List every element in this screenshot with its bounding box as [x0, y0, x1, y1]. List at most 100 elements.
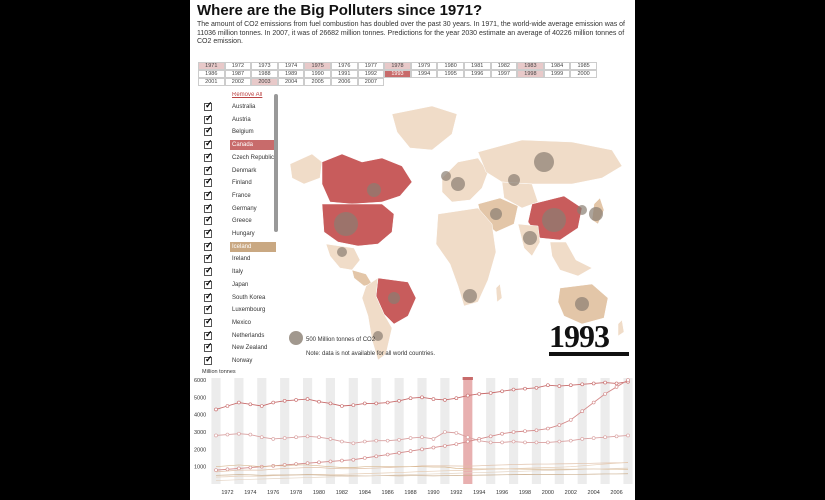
country-name[interactable]: Australia [232, 104, 256, 110]
chart-data-point[interactable] [477, 392, 482, 396]
chart-data-point[interactable] [225, 432, 230, 437]
country-checkbox[interactable] [204, 214, 213, 226]
year-cell-1976[interactable]: 1976 [330, 62, 358, 70]
year-cell-1975[interactable]: 1975 [304, 62, 331, 70]
bubble-australia[interactable] [575, 297, 589, 311]
country-name[interactable]: Czech Republic [232, 154, 275, 161]
map-africa[interactable] [435, 207, 497, 307]
country-row[interactable]: Germany [198, 202, 276, 215]
chart-data-point[interactable] [397, 398, 401, 403]
chart-data-point[interactable] [591, 381, 596, 386]
chart-data-point[interactable] [328, 401, 333, 406]
chart-data-point[interactable] [534, 428, 539, 433]
country-row[interactable]: Japan [198, 278, 276, 291]
country-row[interactable]: Australia [198, 100, 276, 113]
bubble-argentina[interactable] [373, 331, 383, 341]
country-name[interactable]: Belgium [232, 129, 254, 136]
map-country-new-zealand[interactable] [617, 319, 625, 337]
chart-data-point[interactable] [443, 398, 447, 402]
chart-data-point[interactable] [294, 435, 298, 439]
chart-year-band[interactable] [394, 378, 404, 484]
year-cell-1998[interactable]: 1998 [517, 70, 544, 78]
country-row[interactable]: Hungary [198, 227, 276, 240]
chart-data-point[interactable] [305, 434, 310, 439]
chart-data-point[interactable] [214, 468, 218, 472]
chart-data-point[interactable] [488, 440, 493, 445]
year-cell-2003[interactable]: 2003 [251, 78, 278, 86]
year-cell-1996[interactable]: 1996 [463, 70, 491, 78]
country-row[interactable]: Czech Republic [198, 151, 276, 164]
country-checkbox[interactable] [204, 113, 213, 124]
bubble-uk[interactable] [441, 171, 451, 181]
chart-year-band[interactable] [280, 378, 290, 484]
chart-data-point[interactable] [237, 400, 241, 405]
chart-data-point[interactable] [557, 384, 562, 388]
chart-data-point[interactable] [351, 403, 356, 407]
chart-data-point[interactable] [374, 438, 379, 443]
country-checkbox[interactable] [204, 227, 213, 238]
chart-data-point[interactable] [362, 401, 367, 406]
chart-data-point[interactable] [603, 380, 607, 385]
chart-data-point[interactable] [614, 434, 619, 439]
chart-data-point[interactable] [591, 436, 596, 440]
chart-data-point[interactable] [385, 400, 390, 405]
year-cell-1973[interactable]: 1973 [251, 62, 278, 70]
chart-year-band[interactable] [417, 378, 427, 484]
bubble-brazil[interactable] [388, 292, 400, 304]
chart-data-point[interactable] [397, 438, 401, 442]
country-row[interactable]: Canada [198, 138, 276, 151]
country-checkbox[interactable] [204, 303, 213, 315]
country-row[interactable]: Mexico [198, 316, 276, 329]
chart-data-point[interactable] [225, 467, 230, 472]
country-name[interactable]: Denmark [232, 167, 257, 174]
chart-series-line[interactable] [215, 462, 629, 473]
chart-data-point[interactable] [248, 432, 253, 437]
chart-data-point[interactable] [546, 383, 550, 388]
chart-year-band[interactable] [348, 378, 358, 484]
country-name[interactable]: Canada [230, 140, 276, 151]
year-cell-1978[interactable]: 1978 [384, 62, 411, 70]
bubble-iran[interactable] [490, 208, 502, 220]
year-cell-1983[interactable]: 1983 [517, 62, 544, 70]
year-cell-2001[interactable]: 2001 [198, 78, 225, 86]
country-name[interactable]: Luxembourg [232, 307, 266, 314]
chart-year-band[interactable] [257, 378, 267, 484]
year-cell-1988[interactable]: 1988 [251, 70, 278, 78]
chart-data-point[interactable] [557, 439, 562, 444]
chart-data-point[interactable] [225, 404, 230, 408]
bubble-china[interactable] [542, 208, 566, 232]
chart-data-point[interactable] [454, 431, 459, 435]
country-checkbox[interactable] [204, 265, 213, 277]
year-cell-1980[interactable]: 1980 [437, 62, 464, 70]
chart-data-point[interactable] [546, 426, 550, 431]
bubble-japan[interactable] [589, 207, 603, 221]
year-cell-1999[interactable]: 1999 [543, 70, 571, 78]
year-cell-1986[interactable]: 1986 [198, 70, 225, 78]
country-name[interactable]: New Zealand [232, 345, 268, 352]
country-name[interactable]: Japan [232, 281, 249, 288]
bubble-usa[interactable] [334, 212, 358, 236]
country-name[interactable]: Iceland [230, 241, 276, 252]
country-row[interactable]: Austria [198, 113, 276, 126]
chart-data-point[interactable] [237, 431, 241, 436]
chart-data-point[interactable] [351, 457, 356, 462]
country-row[interactable]: Denmark [198, 164, 276, 177]
chart-data-point[interactable] [317, 399, 321, 404]
chart-year-band[interactable] [211, 378, 221, 484]
country-checkbox[interactable] [204, 291, 213, 302]
chart-series-line[interactable] [215, 464, 629, 470]
chart-data-point[interactable] [511, 387, 516, 392]
chart-data-point[interactable] [282, 398, 287, 403]
chart-data-point[interactable] [546, 440, 550, 445]
chart-data-point[interactable] [465, 439, 470, 444]
year-cell-1989[interactable]: 1989 [277, 70, 305, 78]
chart-year-band[interactable] [623, 378, 633, 484]
chart-data-point[interactable] [259, 404, 264, 408]
chart-year-band[interactable] [600, 378, 610, 484]
year-cell-1982[interactable]: 1982 [490, 62, 518, 70]
country-name[interactable]: Italy [232, 269, 244, 276]
chart-data-point[interactable] [500, 389, 504, 394]
chart-data-point[interactable] [351, 441, 356, 446]
chart-data-point[interactable] [557, 423, 562, 427]
bubble-germany[interactable] [451, 177, 465, 191]
